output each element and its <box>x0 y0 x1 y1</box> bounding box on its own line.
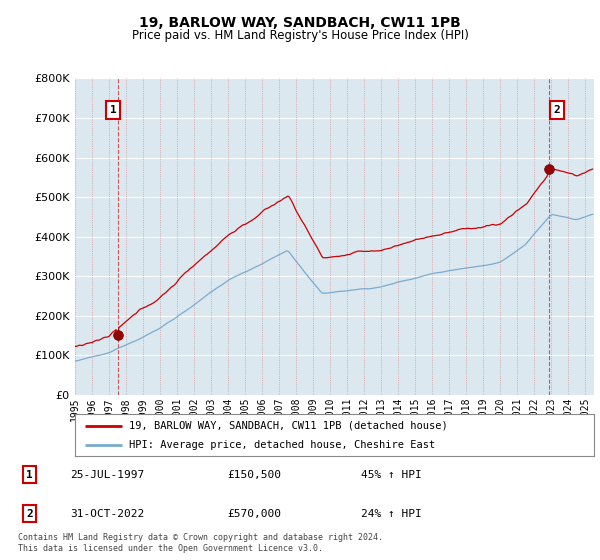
Text: 25-JUL-1997: 25-JUL-1997 <box>70 470 145 479</box>
Text: 1: 1 <box>110 105 116 115</box>
Text: £570,000: £570,000 <box>227 509 281 519</box>
Text: 24% ↑ HPI: 24% ↑ HPI <box>361 509 422 519</box>
Text: 1: 1 <box>26 470 33 479</box>
Text: 45% ↑ HPI: 45% ↑ HPI <box>361 470 422 479</box>
Text: HPI: Average price, detached house, Cheshire East: HPI: Average price, detached house, Ches… <box>130 440 436 450</box>
Text: 2: 2 <box>554 105 560 115</box>
Text: £150,500: £150,500 <box>227 470 281 479</box>
Text: 31-OCT-2022: 31-OCT-2022 <box>70 509 145 519</box>
Text: Price paid vs. HM Land Registry's House Price Index (HPI): Price paid vs. HM Land Registry's House … <box>131 29 469 42</box>
Text: 19, BARLOW WAY, SANDBACH, CW11 1PB: 19, BARLOW WAY, SANDBACH, CW11 1PB <box>139 16 461 30</box>
Text: 19, BARLOW WAY, SANDBACH, CW11 1PB (detached house): 19, BARLOW WAY, SANDBACH, CW11 1PB (deta… <box>130 421 448 431</box>
Text: 2: 2 <box>26 509 33 519</box>
Text: Contains HM Land Registry data © Crown copyright and database right 2024.
This d: Contains HM Land Registry data © Crown c… <box>18 533 383 553</box>
